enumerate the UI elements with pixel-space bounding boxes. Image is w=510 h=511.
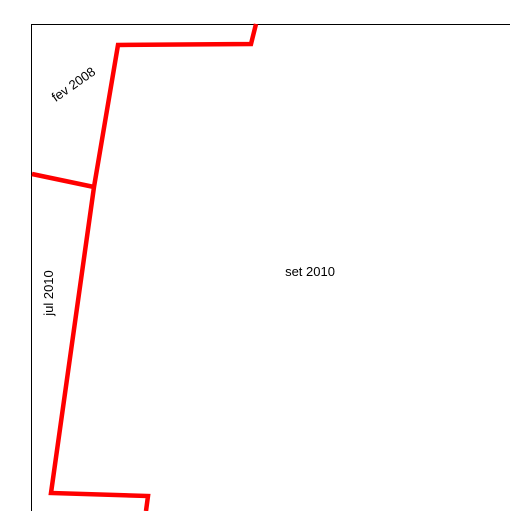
region-label-set-2010: set 2010 (285, 264, 335, 279)
region-label-jul-2010: jul 2010 (41, 270, 56, 317)
map-frame (31, 24, 510, 511)
region-label-fev-2008: fev 2008 (49, 64, 98, 105)
boundary-line-branch (31, 171, 95, 190)
boundary-line-main (48, 23, 259, 511)
